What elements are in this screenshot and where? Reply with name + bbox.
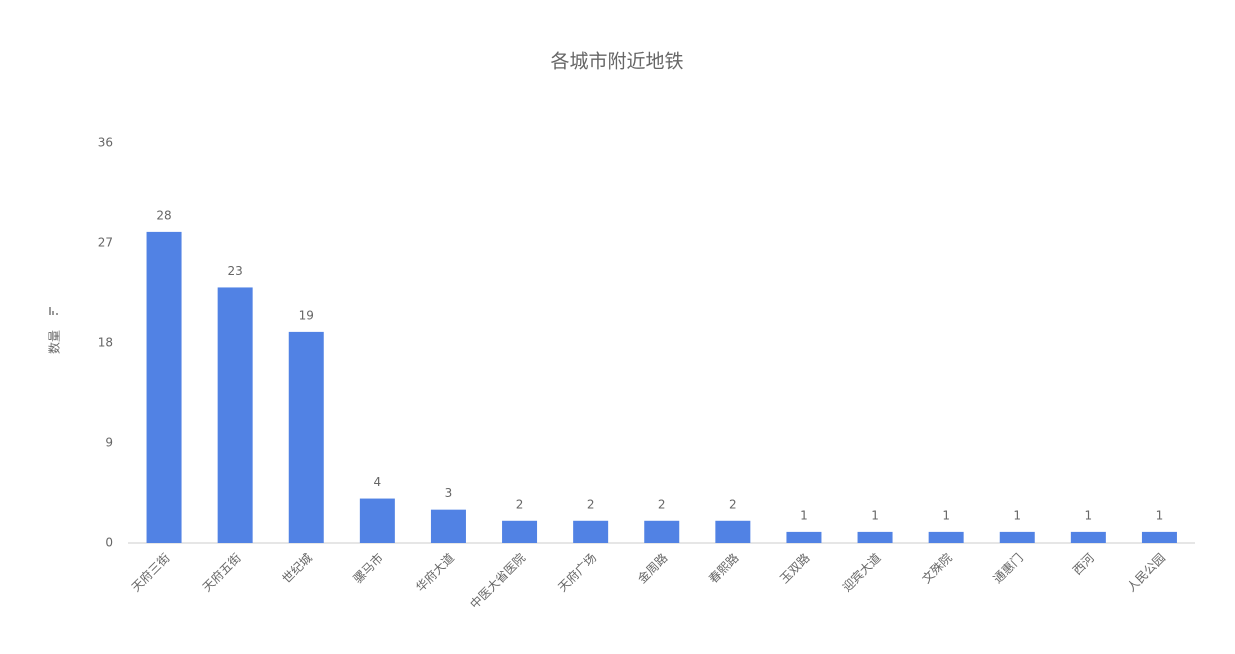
y-tick-label: 0: [105, 536, 113, 550]
x-tick-label: 迎宾大道: [839, 550, 884, 595]
y-axis-icon: [49, 307, 58, 315]
value-label: 1: [800, 508, 808, 522]
y-tick-label: 36: [98, 136, 113, 150]
x-tick-label: 人民公园: [1124, 551, 1168, 595]
x-tick-label: 文殊院: [919, 550, 955, 586]
value-label: 2: [516, 497, 524, 511]
bar: [430, 509, 466, 543]
x-tick-label: 华府大道: [412, 550, 457, 595]
y-tick-label: 27: [98, 236, 113, 250]
bar: [573, 520, 609, 543]
value-label: 1: [1156, 508, 1164, 522]
y-tick-label: 18: [98, 336, 113, 350]
bar: [146, 231, 182, 543]
bar: [1141, 531, 1177, 543]
bar: [1070, 531, 1106, 543]
x-tick-label: 天府广场: [555, 550, 600, 595]
x-tick-label: 骡马市: [350, 550, 386, 586]
bar: [999, 531, 1035, 543]
x-tick-label: 金周路: [634, 550, 670, 586]
value-label: 23: [228, 264, 243, 278]
chart-title: 各城市附近地铁: [550, 51, 683, 73]
x-tick-label: 春熙路: [705, 550, 741, 586]
value-label: 1: [871, 508, 879, 522]
bar: [217, 287, 253, 543]
x-tick-label: 中医大省医院: [467, 550, 529, 612]
bar: [928, 531, 964, 543]
bar: [786, 531, 822, 543]
y-axis-label: 数量: [47, 330, 62, 354]
bar: [644, 520, 680, 543]
x-tick-label: 天府三街: [128, 550, 173, 595]
x-tick-label: 西河: [1070, 551, 1097, 578]
value-label: 3: [445, 486, 453, 500]
value-label: 2: [729, 497, 737, 511]
value-label: 19: [299, 308, 314, 322]
value-label: 2: [658, 497, 666, 511]
value-label: 1: [1085, 508, 1093, 522]
x-tick-label: 天府五街: [199, 550, 244, 595]
bar: [288, 331, 324, 543]
bar: [857, 531, 893, 543]
value-label: 28: [156, 208, 171, 222]
bar: [502, 520, 538, 543]
y-tick-label: 9: [105, 436, 113, 450]
value-label: 2: [587, 497, 595, 511]
x-tick-label: 玉双路: [776, 550, 812, 586]
value-label: 1: [1013, 508, 1021, 522]
bar: [715, 520, 751, 543]
x-tick-label: 世纪城: [279, 551, 314, 586]
x-tick-label: 通惠门: [990, 550, 1026, 586]
bar: [359, 498, 395, 543]
value-label: 4: [374, 475, 382, 489]
value-label: 1: [942, 508, 950, 522]
